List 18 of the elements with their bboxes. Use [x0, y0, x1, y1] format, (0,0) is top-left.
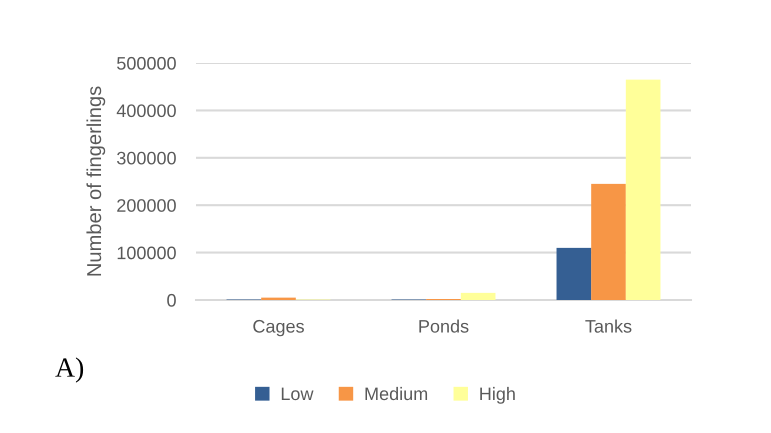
- y-tick-label: 0: [167, 294, 176, 307]
- text: A): [55, 357, 84, 383]
- legend-label: Medium: [366, 386, 428, 400]
- legend-label: Low: [282, 388, 314, 400]
- x-tick-label: Ponds: [419, 319, 468, 333]
- legend-label: High: [480, 386, 515, 404]
- bar: [556, 248, 592, 300]
- y-tick-label: 100000: [118, 246, 176, 260]
- y-tick-label: 500000: [117, 56, 176, 70]
- bar: [460, 292, 496, 300]
- y-axis-title: Number of fingerlings: [86, 86, 106, 276]
- x-tick-label: Tanks: [585, 319, 632, 333]
- bar: [626, 80, 660, 300]
- x-tick-label: Cages: [253, 320, 304, 336]
- y-tick-label: 200000: [117, 199, 176, 212]
- bar: [591, 184, 626, 300]
- y-tick-label: 300000: [117, 152, 176, 165]
- y-tick-label: 400000: [116, 104, 176, 118]
